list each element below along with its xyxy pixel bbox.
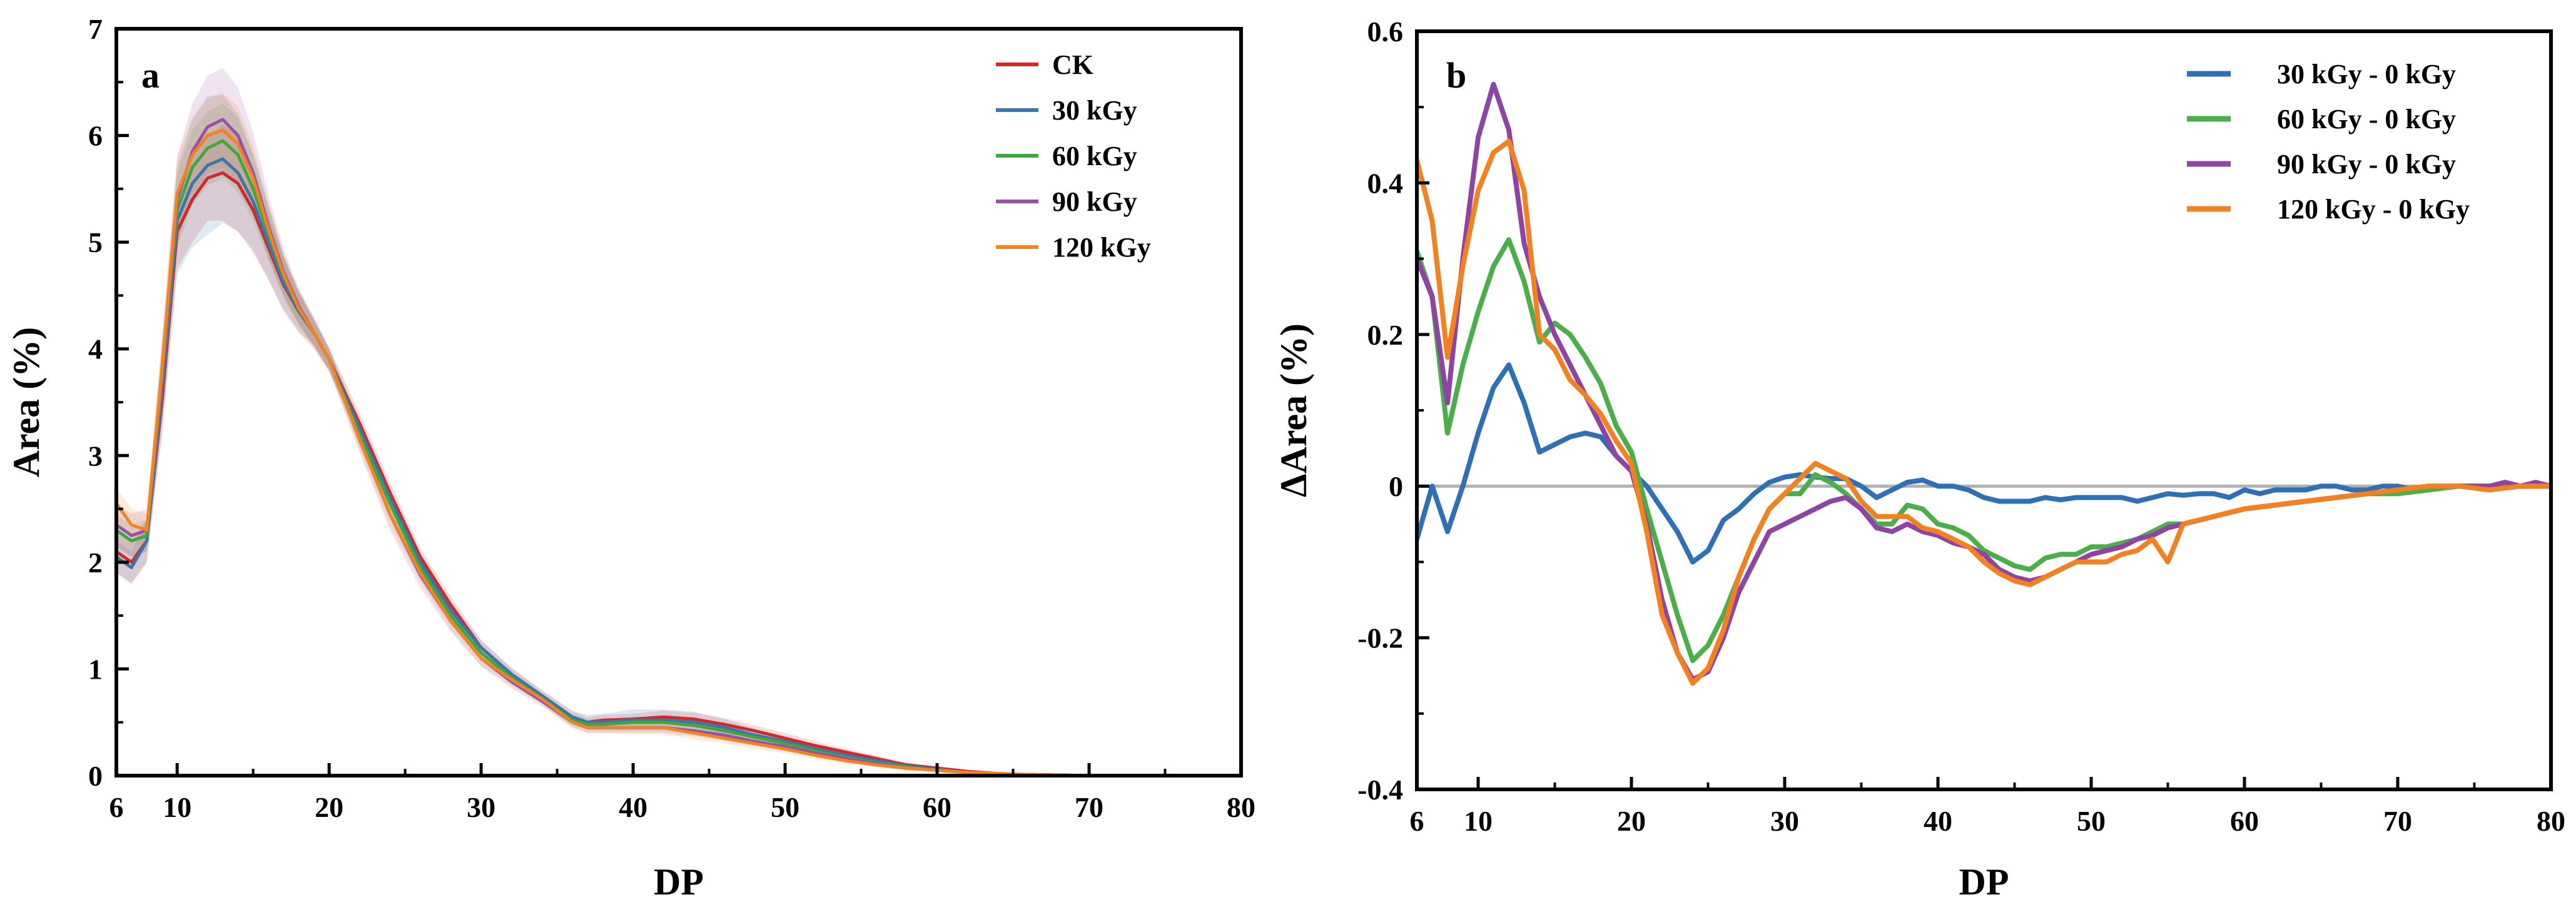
x-tick-label: 50 — [2077, 805, 2106, 837]
y-tick-label: -0.2 — [1357, 622, 1403, 654]
y-tick-label: 0.4 — [1367, 167, 1404, 199]
legend: CK 30 kGy 60 kGy 90 kGy 120 kGy — [996, 49, 1151, 263]
y-tick-label: 0 — [1389, 470, 1403, 502]
legend-label: 90 kGy — [1052, 186, 1137, 217]
x-tick-label: 10 — [163, 791, 191, 823]
series-band-4 — [116, 93, 1241, 776]
x-tick-label: 50 — [771, 791, 799, 823]
x-tick-label: 70 — [2383, 805, 2412, 837]
panel-b-chart: 6 10 20 30 40 50 60 70 80 -0.4 -0.2 0 0.2 0.4 0.6 DP ΔAr… — [1273, 16, 2565, 903]
x-tick-label: 60 — [923, 791, 951, 823]
legend-label: 90 kGy - 0 kGy — [2277, 149, 2456, 180]
y-tick-label: 1 — [88, 653, 103, 685]
plot-area — [116, 68, 1241, 776]
series-line-3 — [116, 118, 1241, 776]
x-tick-label: 30 — [1770, 805, 1799, 837]
series-line-3 — [1417, 138, 2551, 686]
x-tick-label: 80 — [2537, 805, 2565, 837]
y-tick-label: 7 — [88, 13, 103, 45]
x-tick-label: 60 — [2230, 805, 2259, 837]
legend: 30 kGy - 0 kGy 60 kGy - 0 kGy 90 kGy - 0 k… — [2187, 59, 2470, 225]
legend-label: 120 kGy — [1052, 232, 1151, 263]
x-tick-label: 20 — [1617, 805, 1646, 837]
series-band-3 — [116, 68, 1241, 776]
series-band-2 — [116, 103, 1241, 776]
series-line-0 — [1417, 362, 2551, 565]
y-tick-label: 0.2 — [1367, 319, 1404, 351]
y-tick-label: 2 — [88, 547, 103, 579]
x-axis-title: DP — [654, 861, 704, 903]
legend-label: 120 kGy - 0 kGy — [2277, 194, 2470, 225]
x-tick-label: 40 — [1924, 805, 1952, 837]
legend-label: 60 kGy — [1052, 141, 1137, 171]
panel-a-chart: 6 10 20 30 40 50 60 70 80 0 1 2 3 4 5 6 7 DP Area (%) a CK 30… — [6, 13, 1255, 903]
y-tick-label: -0.4 — [1357, 774, 1403, 806]
x-axis-title: DP — [1959, 861, 2009, 903]
x-tick-label: 40 — [619, 791, 647, 823]
x-tick-label: 80 — [1227, 791, 1255, 823]
y-tick-label: 6 — [88, 120, 103, 152]
axes-frame — [1415, 29, 2553, 791]
legend-label: CK — [1052, 49, 1093, 80]
y-tick-label: 0.6 — [1367, 16, 1404, 48]
y-tick-label: 3 — [88, 440, 103, 472]
y-axis-title: Area (%) — [6, 327, 47, 477]
y-tick-label: 5 — [88, 226, 103, 258]
series-line-4 — [116, 128, 1241, 776]
x-tick-label: 20 — [315, 791, 343, 823]
legend-label: 60 kGy - 0 kGy — [2277, 104, 2456, 134]
series-line-1 — [1417, 237, 2551, 663]
panel-label: b — [1446, 55, 1466, 96]
y-axis-title: ΔArea (%) — [1273, 323, 1314, 497]
x-tick-label: 6 — [109, 791, 124, 823]
x-tick-label: 6 — [1410, 805, 1424, 837]
series-band-0 — [116, 124, 1241, 776]
y-tick-label: 4 — [88, 333, 103, 365]
y-tick-label: 0 — [88, 760, 103, 792]
x-tick-label: 10 — [1464, 805, 1493, 837]
legend-label: 30 kGy - 0 kGy — [2277, 59, 2456, 89]
legend-label: 30 kGy — [1052, 95, 1137, 126]
plot-area — [1417, 81, 2551, 686]
panel-label: a — [141, 55, 160, 96]
x-tick-label: 30 — [467, 791, 495, 823]
x-tick-label: 70 — [1075, 791, 1103, 823]
